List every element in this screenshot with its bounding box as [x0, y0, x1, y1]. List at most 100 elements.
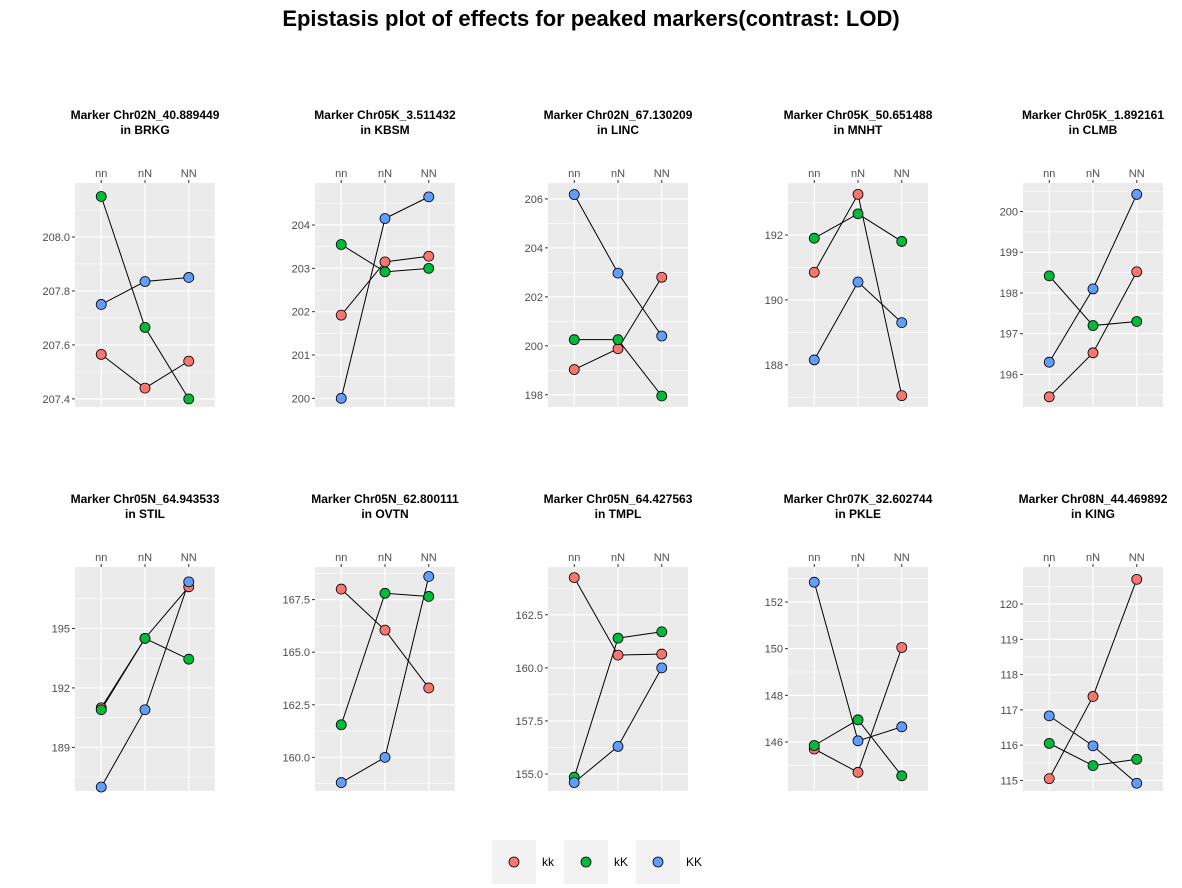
y-tick-label: 203 — [292, 263, 310, 275]
data-point-kK — [1044, 271, 1054, 281]
data-point-KK — [569, 778, 579, 788]
data-point-KK — [1088, 284, 1098, 294]
data-point-KK — [96, 299, 106, 309]
y-tick-label: 202 — [525, 292, 543, 304]
legend-marker-KK — [653, 857, 663, 867]
panel-subtitle: in KING — [1071, 507, 1115, 521]
data-point-kK — [853, 209, 863, 219]
x-tick-label: nn — [1043, 552, 1055, 564]
y-tick-label: 201 — [292, 350, 310, 362]
data-point-kk — [1132, 267, 1142, 277]
x-tick-label: nN — [851, 552, 865, 564]
data-point-kk — [569, 365, 579, 375]
x-tick-label: nN — [611, 168, 625, 180]
data-point-kk — [1132, 574, 1142, 584]
y-tick-label: 167.5 — [282, 595, 310, 607]
panel-1: Marker Chr02N_40.889449in BRKG207.4207.6… — [42, 108, 219, 407]
data-point-kk — [96, 349, 106, 359]
data-point-KK — [853, 736, 863, 746]
data-point-kk — [613, 344, 623, 354]
y-tick-label: 165.0 — [282, 647, 310, 659]
data-point-KK — [336, 778, 346, 788]
data-point-kK — [1088, 761, 1098, 771]
y-tick-label: 202 — [292, 307, 310, 319]
y-tick-label: 148 — [765, 690, 783, 702]
data-point-KK — [96, 782, 106, 792]
data-point-kk — [336, 584, 346, 594]
x-tick-label: NN — [181, 552, 197, 564]
y-tick-label: 207.6 — [42, 340, 70, 352]
data-point-KK — [184, 272, 194, 282]
data-point-kk — [1044, 774, 1054, 784]
y-tick-label: 207.8 — [42, 286, 70, 298]
y-tick-label: 146 — [765, 737, 783, 749]
y-tick-label: 162.5 — [515, 610, 543, 622]
data-point-kk — [853, 189, 863, 199]
data-point-kK — [1132, 754, 1142, 764]
panel-subtitle: in OVTN — [361, 507, 408, 521]
x-tick-label: nn — [808, 552, 820, 564]
panel-title: Marker Chr05K_3.511432 — [314, 108, 456, 122]
panel-title: Marker Chr05K_50.651488 — [784, 108, 933, 122]
x-tick-label: nn — [568, 168, 580, 180]
y-tick-label: 198 — [1000, 288, 1018, 300]
y-tick-label: 160.0 — [282, 752, 310, 764]
legend: kk kK KK — [492, 840, 702, 884]
panel-subtitle: in CLMB — [1069, 123, 1118, 137]
data-point-kK — [140, 322, 150, 332]
y-tick-label: 160.0 — [515, 663, 543, 675]
data-point-kK — [140, 633, 150, 643]
panel-subtitle: in KBSM — [360, 123, 409, 137]
x-tick-label: nN — [851, 168, 865, 180]
panel-title: Marker Chr08N_44.469892 — [1019, 492, 1168, 506]
panel-6: Marker Chr05N_64.943533in STIL189192195n… — [52, 492, 220, 792]
data-point-kK — [96, 191, 106, 201]
data-point-kK — [613, 633, 623, 643]
x-tick-label: NN — [421, 168, 437, 180]
data-point-kK — [569, 335, 579, 345]
data-point-kk — [809, 267, 819, 277]
y-tick-label: 190 — [765, 295, 783, 307]
panel-title: Marker Chr07K_32.602744 — [784, 492, 933, 506]
y-tick-label: 155.0 — [515, 769, 543, 781]
x-tick-label: NN — [654, 552, 670, 564]
data-point-kk — [424, 251, 434, 261]
legend-marker-kk — [509, 857, 519, 867]
data-point-kK — [853, 715, 863, 725]
legend-label-kk: kk — [542, 855, 555, 869]
panel-subtitle: in STIL — [125, 507, 165, 521]
x-tick-label: NN — [1129, 168, 1145, 180]
x-tick-label: nn — [568, 552, 580, 564]
data-point-kk — [380, 257, 390, 267]
x-tick-label: nN — [138, 168, 152, 180]
data-point-KK — [336, 393, 346, 403]
data-point-kk — [140, 383, 150, 393]
y-tick-label: 197 — [1000, 329, 1018, 341]
data-point-kK — [96, 705, 106, 715]
legend-label-kK: kK — [614, 855, 628, 869]
x-tick-label: nn — [335, 168, 347, 180]
x-tick-label: nN — [138, 552, 152, 564]
y-tick-label: 195 — [52, 623, 70, 635]
data-point-KK — [569, 190, 579, 200]
data-point-kk — [336, 310, 346, 320]
data-point-KK — [853, 277, 863, 287]
legend-marker-kK — [581, 857, 591, 867]
data-point-KK — [140, 277, 150, 287]
data-point-kK — [613, 335, 623, 345]
y-tick-label: 116 — [1000, 740, 1018, 752]
data-point-kk — [184, 356, 194, 366]
panel-subtitle: in MNHT — [834, 123, 883, 137]
data-point-KK — [380, 214, 390, 224]
x-tick-label: NN — [894, 552, 910, 564]
data-point-kK — [184, 394, 194, 404]
y-tick-label: 119 — [1000, 634, 1018, 646]
y-tick-label: 162.5 — [282, 700, 310, 712]
data-point-kK — [424, 263, 434, 273]
data-point-kk — [897, 643, 907, 653]
data-point-KK — [1044, 711, 1054, 721]
